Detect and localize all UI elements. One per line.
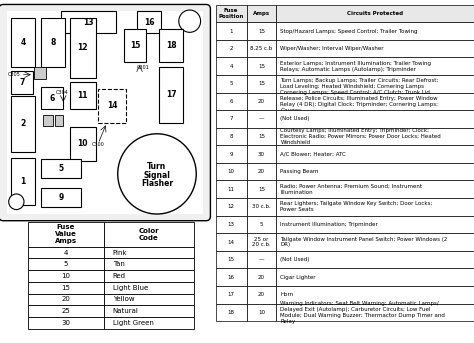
Bar bbox=[41, 18, 65, 67]
Text: 7: 7 bbox=[19, 78, 25, 87]
Bar bbox=[98, 89, 127, 123]
Circle shape bbox=[9, 194, 24, 210]
Bar bbox=[28, 258, 104, 270]
FancyBboxPatch shape bbox=[0, 4, 210, 221]
Text: C300: C300 bbox=[91, 142, 104, 147]
Text: Fuse
Value
Amps: Fuse Value Amps bbox=[55, 224, 77, 244]
Text: 16: 16 bbox=[144, 18, 155, 27]
Bar bbox=[28, 305, 104, 317]
Text: Natural: Natural bbox=[113, 308, 138, 314]
Text: 1: 1 bbox=[20, 177, 26, 186]
Text: 6: 6 bbox=[50, 94, 55, 103]
Circle shape bbox=[179, 10, 201, 32]
Text: C304: C304 bbox=[55, 90, 68, 95]
Text: 10: 10 bbox=[61, 273, 70, 279]
Text: 13: 13 bbox=[83, 18, 93, 27]
Text: Pink: Pink bbox=[113, 250, 127, 256]
Bar bbox=[104, 258, 194, 270]
Text: Turn: Turn bbox=[147, 162, 167, 170]
Bar bbox=[28, 282, 104, 294]
Bar bbox=[11, 71, 33, 94]
Bar bbox=[43, 115, 54, 126]
Bar bbox=[124, 29, 146, 62]
Text: 15: 15 bbox=[61, 285, 70, 291]
Bar bbox=[41, 87, 63, 109]
Bar bbox=[104, 222, 194, 247]
Bar bbox=[104, 270, 194, 282]
Bar bbox=[11, 96, 35, 152]
Bar bbox=[28, 247, 104, 258]
Bar bbox=[70, 18, 96, 78]
Bar bbox=[104, 282, 194, 294]
Bar bbox=[28, 270, 104, 282]
Text: 18: 18 bbox=[166, 41, 176, 50]
Text: Flasher: Flasher bbox=[141, 179, 173, 188]
Text: 8: 8 bbox=[51, 38, 56, 47]
Text: 14: 14 bbox=[107, 102, 118, 110]
Text: 12: 12 bbox=[78, 44, 88, 52]
Text: 20: 20 bbox=[61, 296, 70, 303]
Text: 5: 5 bbox=[64, 261, 68, 267]
Bar bbox=[104, 247, 194, 258]
Text: Color
Code: Color Code bbox=[138, 228, 159, 241]
Text: 25: 25 bbox=[62, 308, 70, 314]
Bar bbox=[28, 317, 104, 329]
Bar bbox=[28, 294, 104, 305]
Circle shape bbox=[118, 134, 196, 214]
Bar bbox=[137, 11, 161, 34]
Text: Yellow: Yellow bbox=[113, 296, 134, 303]
Bar bbox=[11, 158, 35, 205]
Text: Tan: Tan bbox=[113, 261, 125, 267]
Bar bbox=[28, 222, 104, 247]
Text: Signal: Signal bbox=[144, 170, 171, 179]
Text: 11: 11 bbox=[78, 91, 88, 100]
Bar bbox=[104, 317, 194, 329]
Text: Light Blue: Light Blue bbox=[113, 285, 148, 291]
Text: 15: 15 bbox=[130, 41, 140, 50]
Text: C305: C305 bbox=[8, 72, 20, 77]
Bar bbox=[159, 29, 183, 62]
Bar bbox=[104, 294, 194, 305]
Text: 4: 4 bbox=[20, 38, 26, 47]
Bar bbox=[104, 305, 194, 317]
Bar bbox=[11, 18, 35, 67]
Bar bbox=[70, 82, 96, 109]
Text: Red: Red bbox=[113, 273, 126, 279]
Bar bbox=[55, 115, 63, 126]
Text: 9: 9 bbox=[58, 193, 64, 202]
Bar bbox=[159, 67, 183, 123]
Text: C301: C301 bbox=[137, 66, 149, 71]
Bar bbox=[34, 67, 46, 79]
Text: 10: 10 bbox=[78, 139, 88, 148]
Text: 5: 5 bbox=[58, 165, 64, 174]
Bar bbox=[41, 159, 81, 178]
Bar bbox=[41, 188, 81, 207]
Text: Light Green: Light Green bbox=[113, 320, 154, 326]
Text: 2: 2 bbox=[20, 119, 26, 128]
Bar bbox=[61, 11, 116, 34]
Text: 4: 4 bbox=[64, 250, 68, 256]
Text: 30: 30 bbox=[61, 320, 70, 326]
Bar bbox=[70, 127, 96, 161]
Text: 17: 17 bbox=[166, 90, 176, 99]
